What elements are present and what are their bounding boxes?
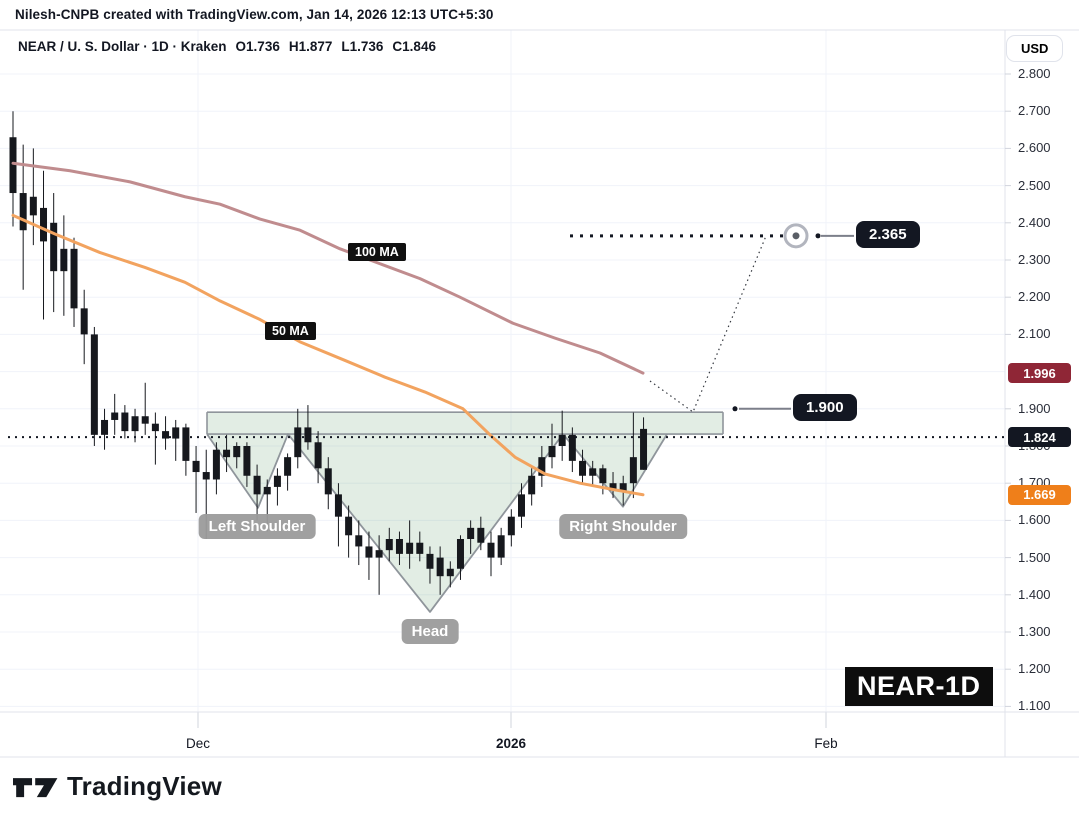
target-price-badge[interactable]: 2.365: [856, 220, 920, 248]
tradingview-wordmark: TradingView: [67, 770, 222, 801]
target-marker: [732, 223, 854, 412]
price-axis-label: 1.400: [1018, 586, 1051, 602]
head-label: Head: [401, 619, 459, 644]
last-price-badge: 1.824: [1008, 427, 1071, 448]
ma50-label-chip: 50 MA: [265, 322, 316, 340]
price-axis-label: 2.300: [1018, 252, 1051, 267]
neckline-price-badge[interactable]: 1.900: [793, 393, 857, 421]
right-shoulder-label: Right Shoulder: [559, 514, 687, 539]
projection-dotted-path: [649, 235, 767, 413]
ohlc-high: H1.877: [288, 39, 333, 54]
time-axis-label-2026: 2026: [495, 736, 527, 751]
price-axis-ticks: [1005, 73, 1011, 707]
price-axis-label: 2.800: [1018, 66, 1051, 81]
ohlc-close: C1.846: [392, 39, 436, 54]
pane-borders: [0, 29, 1079, 758]
price-axis-label: 2.500: [1018, 177, 1051, 193]
price-axis-label: 2.200: [1018, 289, 1051, 305]
symbol-legend[interactable]: NEAR / U. S. Dollar · 1D · Kraken O1.736…: [18, 39, 436, 54]
price-axis-label: 1.100: [1018, 698, 1051, 714]
price-axis-label: 1.600: [1018, 512, 1051, 528]
time-axis-label-dec: Dec: [185, 736, 211, 751]
price-axis-label: 2.100: [1018, 326, 1051, 342]
symbol-interval-watermark: NEAR-1D: [845, 667, 993, 706]
price-axis-label: 1.500: [1018, 549, 1051, 565]
price-axis-label: 2.600: [1018, 140, 1051, 156]
price-axis-label: 1.900: [1018, 400, 1051, 416]
price-lines: [8, 234, 1005, 439]
price-axis-label: 2.400: [1018, 214, 1051, 230]
symbol-title: NEAR / U. S. Dollar · 1D · Kraken: [18, 39, 227, 54]
ma50-price-badge: 1.669: [1008, 484, 1071, 505]
currency-toggle-button[interactable]: USD: [1006, 35, 1064, 62]
price-axis-label: 1.300: [1018, 624, 1051, 639]
tradingview-footer[interactable]: TradingView: [13, 770, 222, 802]
tradingview-logo-icon: [13, 778, 58, 798]
ma100-label-chip: 100 MA: [348, 243, 406, 261]
ma-100-line: [11, 161, 645, 375]
time-axis-label-feb: Feb: [814, 736, 838, 751]
ma100-price-badge: 1.996: [1008, 363, 1071, 384]
price-axis-label: 1.200: [1018, 661, 1051, 677]
ma-50-line: [11, 213, 645, 497]
left-shoulder-label: Left Shoulder: [198, 514, 316, 539]
price-axis-label: 2.700: [1018, 103, 1051, 119]
grid-lines: [0, 30, 1005, 728]
ohlc-open: O1.736: [235, 39, 280, 54]
ohlc-low: L1.736: [341, 39, 384, 54]
attribution-text: Nilesh-CNPB created with TradingView.com…: [15, 7, 494, 22]
